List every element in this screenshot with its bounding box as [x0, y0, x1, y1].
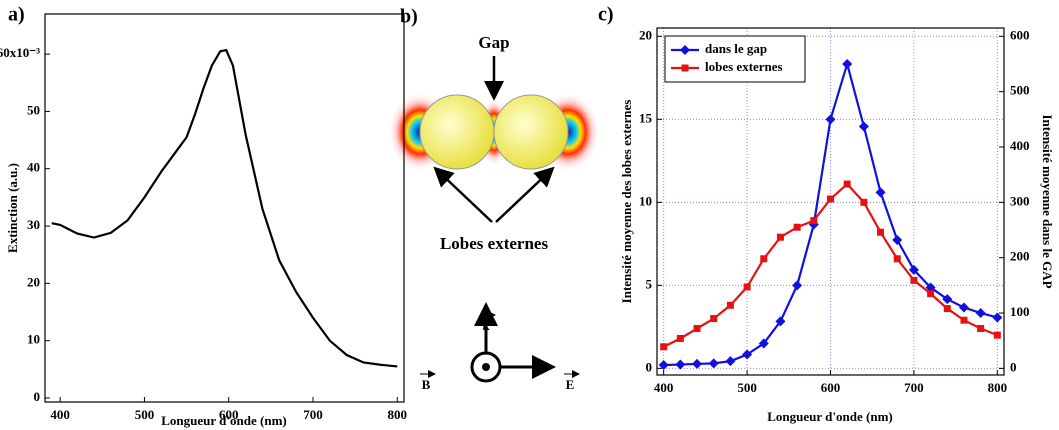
y2-axis-label: Intensité moyenne dans le GAP	[1040, 114, 1055, 288]
diagram: b) Gap Lobes externes k B E	[388, 6, 600, 392]
sphere	[419, 94, 495, 170]
data-line	[51, 48, 398, 368]
marker	[827, 195, 834, 203]
marker	[858, 121, 869, 132]
x-tick-label: 400	[654, 380, 674, 395]
y-tick-label: 0	[34, 389, 41, 404]
marker	[760, 255, 768, 263]
x-tick-label: 800	[988, 380, 1008, 395]
marker	[710, 315, 718, 323]
marker	[676, 334, 684, 342]
marker	[927, 290, 935, 298]
marker	[842, 58, 853, 69]
y-axis-label: Extinction (a.u.)	[5, 163, 20, 253]
marker	[708, 358, 719, 369]
marker	[660, 343, 668, 351]
lobe-arrow	[495, 166, 555, 223]
x-tick-label: 700	[904, 380, 924, 395]
marker	[910, 276, 918, 284]
panel-label: b)	[400, 6, 418, 28]
plot-frame	[656, 27, 1005, 376]
marker	[675, 359, 686, 370]
marker	[893, 255, 901, 263]
marker	[975, 308, 986, 319]
y2-tick-label: 0	[1010, 359, 1017, 374]
y-tick-label: 10	[639, 193, 652, 208]
b-vector	[482, 363, 490, 371]
y-tick-label: 60x10⁻³	[0, 45, 40, 60]
marker	[726, 301, 734, 309]
marker	[843, 180, 851, 188]
y2-tick-label: 300	[1010, 193, 1030, 208]
y-tick-label: 50	[27, 102, 40, 117]
y2-tick-label: 500	[1010, 83, 1030, 98]
marker	[925, 282, 936, 293]
y-tick-label: 20	[27, 274, 40, 289]
marker	[810, 217, 818, 225]
marker	[742, 349, 753, 360]
y-tick-label: 20	[639, 27, 652, 42]
marker	[758, 338, 769, 349]
y-tick-label: 0	[646, 359, 653, 374]
y-axis-label: Intensité moyenne des lobes externes	[619, 100, 634, 304]
marker	[943, 305, 951, 313]
lobe-arrow	[433, 166, 493, 223]
plot-frame	[44, 13, 405, 403]
marker	[692, 358, 703, 369]
e-label: E	[566, 377, 575, 392]
y2-tick-label: 100	[1010, 304, 1030, 319]
gap-label: Gap	[478, 33, 509, 52]
y-tick-label: 15	[639, 110, 653, 125]
marker	[792, 280, 803, 291]
marker	[875, 187, 886, 198]
marker	[680, 45, 690, 55]
x-axis-label: Longueur d'onde (nm)	[767, 409, 892, 424]
marker	[960, 316, 968, 324]
legend-label: dans le gap	[705, 41, 767, 56]
panel-label: c)	[598, 4, 614, 26]
y2-tick-label: 600	[1010, 27, 1030, 42]
lobes-label: Lobes externes	[440, 234, 549, 253]
panel-label: a)	[8, 4, 25, 26]
marker	[825, 114, 836, 125]
marker	[743, 283, 751, 291]
marker	[793, 223, 801, 231]
x-tick-label: 600	[821, 380, 841, 395]
y-tick-label: 30	[27, 217, 40, 232]
y-tick-label: 5	[646, 276, 653, 291]
marker	[860, 198, 868, 206]
legend-label: lobes externes	[705, 59, 783, 74]
marker	[776, 233, 784, 241]
marker	[942, 294, 953, 305]
y2-tick-label: 200	[1010, 249, 1030, 264]
marker	[693, 325, 701, 333]
y2-tick-label: 400	[1010, 138, 1030, 153]
x-axis-label: Longueur d'onde (nm)	[161, 413, 286, 428]
marker	[681, 64, 689, 72]
marker	[877, 228, 885, 236]
marker	[993, 331, 1001, 339]
marker	[992, 312, 1003, 323]
marker	[977, 325, 985, 333]
sphere	[493, 94, 569, 170]
legend-box	[664, 35, 806, 83]
marker	[658, 360, 669, 371]
marker	[908, 264, 919, 275]
k-label: k	[482, 318, 490, 333]
marker	[725, 356, 736, 367]
y-tick-label: 40	[27, 160, 40, 175]
marker	[892, 234, 903, 245]
x-tick-label: 800	[388, 407, 408, 422]
x-tick-label: 500	[737, 380, 757, 395]
x-tick-label: 700	[303, 407, 323, 422]
x-tick-label: 500	[135, 407, 155, 422]
y-tick-label: 10	[27, 332, 40, 347]
b-label: B	[422, 377, 431, 392]
x-tick-label: 600	[219, 407, 239, 422]
marker	[958, 302, 969, 313]
marker	[775, 316, 786, 327]
x-tick-label: 400	[50, 407, 70, 422]
